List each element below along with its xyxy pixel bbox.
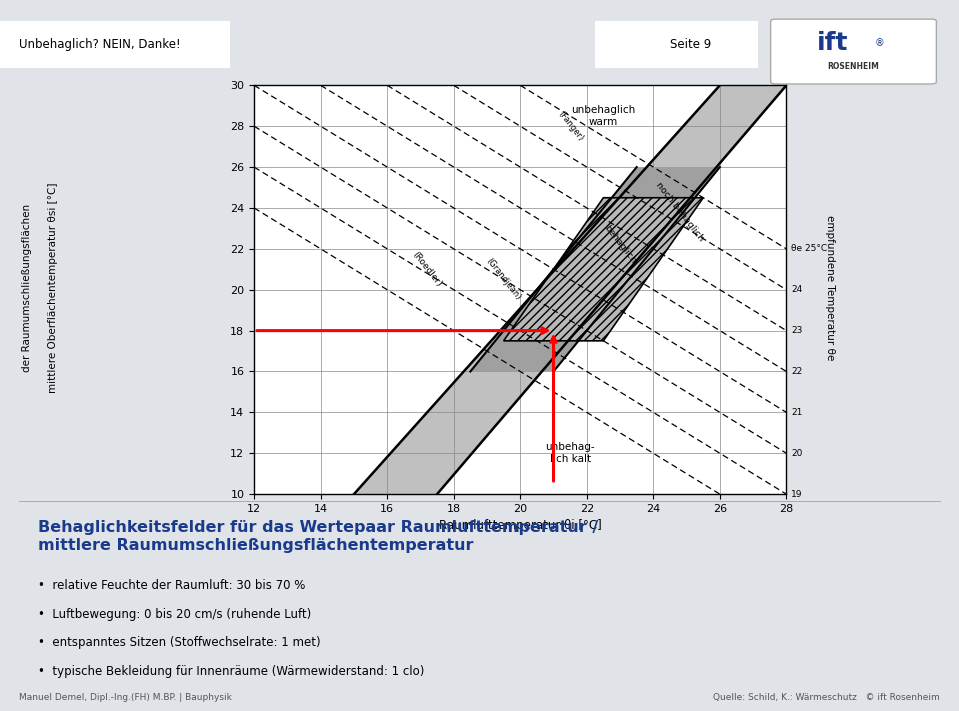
FancyBboxPatch shape: [0, 21, 230, 68]
Text: Unbehaglich? NEIN, Danke!: Unbehaglich? NEIN, Danke!: [19, 38, 181, 51]
Text: 21: 21: [791, 408, 803, 417]
Text: •  entspanntes Sitzen (Stoffwechselrate: 1 met): • entspanntes Sitzen (Stoffwechselrate: …: [38, 636, 321, 649]
FancyBboxPatch shape: [595, 21, 758, 68]
Text: 20: 20: [791, 449, 803, 458]
Text: Quelle: Schild, K.: Wärmeschutz   © ift Rosenheim: Quelle: Schild, K.: Wärmeschutz © ift Ro…: [713, 693, 940, 702]
FancyBboxPatch shape: [771, 19, 936, 84]
Text: •  Luftbewegung: 0 bis 20 cm/s (ruhende Luft): • Luftbewegung: 0 bis 20 cm/s (ruhende L…: [38, 608, 312, 621]
Text: ®: ®: [875, 38, 884, 48]
Text: •  relative Feuchte der Raumluft: 30 bis 70 %: • relative Feuchte der Raumluft: 30 bis …: [38, 579, 306, 592]
Polygon shape: [503, 198, 703, 341]
Text: Seite 9: Seite 9: [669, 38, 712, 51]
Text: (Roedler): (Roedler): [410, 250, 443, 289]
Text: •  typische Bekleidung für Innenräume (Wärmewiderstand: 1 clo): • typische Bekleidung für Innenräume (Wä…: [38, 665, 425, 678]
Text: noch behaglich: noch behaglich: [654, 181, 706, 243]
Text: (Fanger): (Fanger): [556, 109, 585, 143]
Text: (Grandjean): (Grandjean): [484, 257, 523, 302]
Text: 24: 24: [791, 285, 803, 294]
Text: Behaglichkeitsfelder für das Wertepaar Raumlufttemperatur /
mittlere Raumumschli: Behaglichkeitsfelder für das Wertepaar R…: [38, 520, 598, 553]
Text: unbehag-
lich kalt: unbehag- lich kalt: [546, 442, 595, 464]
Text: behaglich: behaglich: [602, 224, 638, 266]
Text: 19: 19: [791, 490, 803, 498]
Text: mittlere Oberflächentemperatur θsi [°C]: mittlere Oberflächentemperatur θsi [°C]: [48, 183, 58, 393]
Polygon shape: [470, 167, 720, 372]
Text: empfundene Temperatur θe: empfundene Temperatur θe: [825, 215, 834, 360]
X-axis label: Raumlufttemperatur θi [°C]: Raumlufttemperatur θi [°C]: [439, 520, 601, 533]
Text: der Raumumschließungsflächen: der Raumumschließungsflächen: [22, 204, 32, 372]
Polygon shape: [354, 85, 786, 494]
Text: 22: 22: [791, 367, 803, 376]
Text: 23: 23: [791, 326, 803, 335]
Text: Manuel Demel, Dipl.-Ing.(FH) M.BP. | Bauphysik: Manuel Demel, Dipl.-Ing.(FH) M.BP. | Bau…: [19, 693, 232, 702]
Text: ift: ift: [817, 31, 849, 55]
Text: θe 25°C: θe 25°C: [791, 245, 828, 253]
Text: ROSENHEIM: ROSENHEIM: [828, 62, 879, 71]
Text: unbehaglich
warm: unbehaglich warm: [572, 105, 636, 127]
